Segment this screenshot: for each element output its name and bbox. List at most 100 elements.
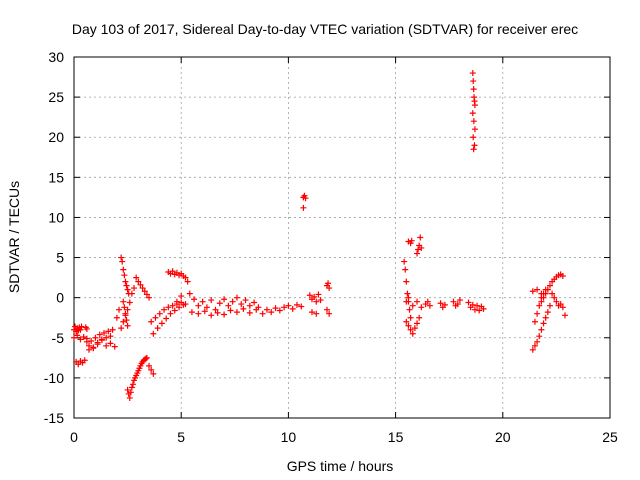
data-point [317, 297, 324, 304]
data-point [216, 300, 223, 307]
data-point [88, 337, 95, 344]
data-point [127, 389, 134, 396]
data-point [126, 394, 133, 401]
data-point [83, 338, 90, 345]
data-point [540, 294, 547, 301]
data-point [538, 298, 545, 305]
data-point [233, 294, 240, 301]
data-point [139, 285, 146, 292]
data-point [437, 300, 444, 307]
data-point [407, 326, 414, 333]
data-point [107, 333, 114, 340]
data-point [418, 304, 425, 311]
data-point [557, 301, 564, 308]
data-point [182, 274, 189, 281]
data-point [81, 357, 88, 364]
data-point [300, 204, 307, 211]
data-point [246, 309, 253, 316]
data-point [416, 314, 423, 321]
data-point [94, 341, 101, 348]
data-point [538, 326, 545, 333]
data-point [142, 355, 149, 362]
data-point [326, 310, 333, 317]
data-point [227, 307, 234, 314]
data-point [306, 292, 313, 299]
data-point [173, 298, 180, 305]
y-tick-label: -10 [44, 370, 64, 386]
data-point [403, 298, 410, 305]
data-point [233, 309, 240, 316]
data-point [315, 291, 322, 298]
data-point [263, 306, 270, 313]
data-point [212, 306, 219, 313]
data-point [293, 301, 300, 308]
y-tick-label: 20 [48, 129, 64, 145]
data-point [289, 305, 296, 312]
data-point [201, 308, 208, 315]
data-point [77, 336, 84, 343]
data-point [128, 384, 135, 391]
data-point [176, 304, 183, 311]
x-tick-label: 0 [70, 429, 78, 445]
data-point [137, 281, 144, 288]
data-point [184, 278, 191, 285]
data-point [131, 285, 138, 292]
data-point [221, 311, 228, 318]
data-point [107, 340, 114, 347]
data-point [474, 302, 481, 309]
data-point [121, 272, 128, 279]
data-point [544, 286, 551, 293]
data-point [116, 306, 123, 313]
data-point [111, 343, 118, 350]
data-point [158, 320, 165, 327]
data-point [456, 297, 463, 304]
chart-title: Day 103 of 2017, Sidereal Day-to-day VTE… [72, 21, 578, 37]
data-point [77, 326, 84, 333]
data-point [476, 307, 483, 314]
data-point [123, 282, 130, 289]
data-point [403, 278, 410, 285]
data-point [470, 134, 477, 141]
data-point [470, 86, 477, 93]
data-point [203, 304, 210, 311]
data-point [208, 297, 215, 304]
data-point [165, 304, 172, 311]
data-point [75, 361, 82, 368]
data-point [531, 318, 538, 325]
data-point [246, 302, 253, 309]
data-point [191, 296, 198, 303]
data-point [124, 306, 131, 313]
data-point [534, 310, 541, 317]
data-point [471, 142, 478, 149]
data-point [559, 273, 566, 280]
data-point [424, 298, 431, 305]
data-point [225, 302, 232, 309]
data-point [83, 325, 90, 332]
data-point [298, 303, 305, 310]
data-point [124, 322, 131, 329]
data-point [402, 266, 409, 273]
data-point [178, 293, 185, 300]
data-point [109, 326, 116, 333]
data-point [405, 322, 412, 329]
data-point [199, 298, 206, 305]
data-point [169, 302, 176, 309]
data-point [470, 146, 477, 153]
data-point [313, 310, 320, 317]
data-point [414, 320, 421, 327]
data-point [92, 334, 99, 341]
data-point [313, 298, 320, 305]
data-point [208, 312, 215, 319]
data-point [120, 298, 127, 305]
data-point [276, 307, 283, 314]
data-point [323, 306, 330, 313]
data-point [480, 305, 487, 312]
data-point [80, 333, 87, 340]
data-point [101, 329, 108, 336]
data-point [531, 342, 538, 349]
data-point [465, 299, 472, 306]
data-point [195, 302, 202, 309]
data-point [150, 370, 157, 377]
data-point [417, 234, 424, 241]
